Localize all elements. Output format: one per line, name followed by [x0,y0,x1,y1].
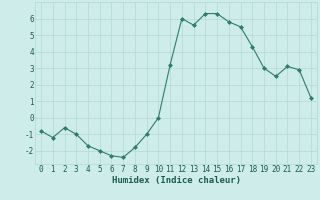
X-axis label: Humidex (Indice chaleur): Humidex (Indice chaleur) [111,176,241,185]
